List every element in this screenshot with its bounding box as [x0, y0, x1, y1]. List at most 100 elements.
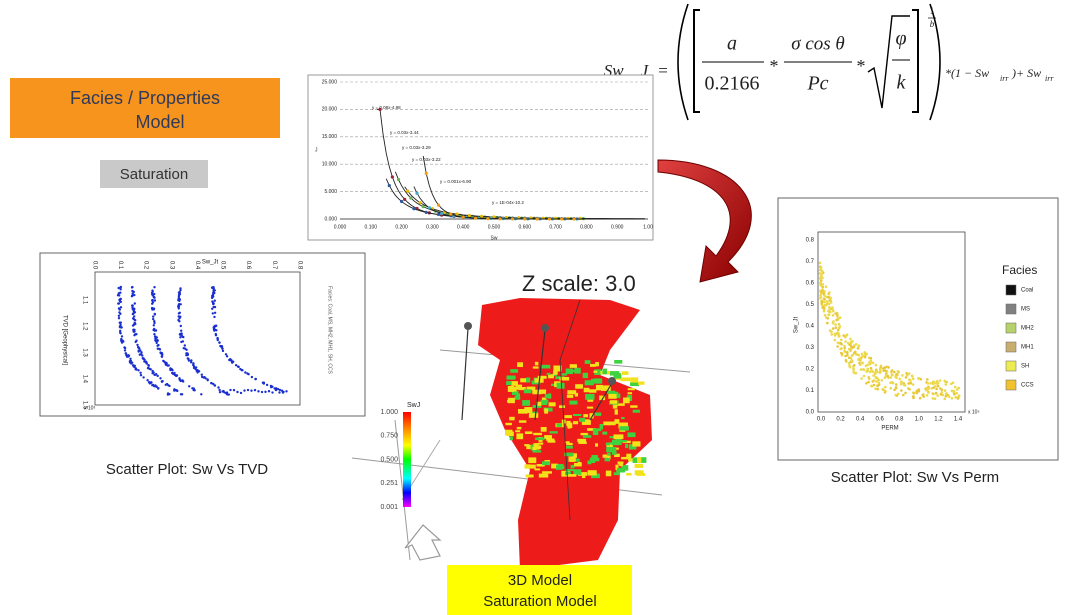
- model-cell: [569, 364, 577, 368]
- model-cell: [523, 389, 532, 394]
- model-cell: [618, 422, 629, 429]
- scatter-dot: [842, 334, 845, 337]
- model-cell: [573, 421, 579, 425]
- colorbar-label: 0.251: [380, 480, 398, 487]
- x-tick-label: 0.4: [194, 261, 200, 270]
- scatter-dot: [196, 371, 199, 374]
- model-cell: [612, 441, 622, 446]
- scatter-dot: [862, 368, 866, 372]
- scatter-dot: [225, 391, 229, 394]
- scatter-dot: [944, 395, 948, 398]
- model-cell: [518, 410, 528, 414]
- sample-point: [421, 205, 425, 209]
- scatter-dot: [213, 315, 216, 319]
- scatter-dot: [192, 366, 196, 370]
- scatter-dot: [117, 307, 121, 310]
- axis-scale: x 10⁵: [968, 409, 980, 415]
- scatter-dot: [173, 371, 176, 375]
- scatter-dot: [218, 388, 221, 392]
- model-cell: [536, 464, 545, 467]
- scatter-dot: [955, 391, 958, 395]
- x-tick-label: 0.6: [245, 261, 251, 270]
- scatter-dot: [850, 354, 854, 357]
- model-cell: [632, 441, 641, 447]
- scatter-dot: [857, 358, 860, 362]
- paren: [677, 3, 689, 121]
- model-cell: [573, 469, 582, 475]
- scatter-dot: [871, 361, 875, 365]
- model-cell: [602, 368, 607, 375]
- scatter-dot: [863, 351, 867, 354]
- scatter-dot: [217, 386, 220, 389]
- scatter-dot: [154, 337, 157, 340]
- model-cell: [634, 470, 644, 476]
- model-cell: [556, 464, 562, 470]
- x-tick-label: 1.0: [915, 417, 924, 423]
- model-cell: [548, 402, 556, 407]
- model-cell: [614, 409, 618, 415]
- scatter-dot: [157, 387, 160, 390]
- scatter-dot: [153, 320, 156, 323]
- x-tick-label: 1.2: [934, 417, 943, 423]
- scatter-dot: [895, 372, 898, 376]
- colorbar-label: 0.500: [380, 456, 398, 463]
- scatter-dot: [820, 270, 824, 273]
- scatter-dot: [182, 335, 185, 339]
- scatter-dot: [938, 379, 942, 382]
- scatter-dot: [819, 274, 823, 278]
- well-trace: [534, 329, 546, 421]
- model-cell: [602, 431, 608, 435]
- model-cell: [547, 440, 556, 443]
- scatter-dot: [848, 365, 852, 369]
- model-cell: [587, 460, 592, 465]
- scatter-dot: [843, 349, 846, 353]
- model-cell: [585, 393, 595, 400]
- scatter-dot: [211, 293, 215, 296]
- scatter-dot: [240, 369, 243, 372]
- scatter-dot: [210, 381, 213, 385]
- scatter-dot: [152, 315, 155, 318]
- scatter-dot: [153, 299, 157, 302]
- flow-arrow: [657, 159, 752, 283]
- legend-label: CCS: [1021, 383, 1034, 389]
- scatter-dot: [214, 334, 218, 337]
- scatter-dot: [893, 388, 896, 392]
- model-cell: [627, 432, 636, 438]
- scatter-dot: [909, 381, 913, 385]
- scatter-dot: [950, 396, 954, 400]
- scatter-dot: [899, 382, 903, 386]
- scatter-dot: [116, 294, 120, 297]
- scatter-dot: [147, 364, 150, 367]
- sample-point: [396, 177, 401, 182]
- scatter-dot: [857, 353, 860, 357]
- scatter-dot: [828, 307, 832, 311]
- model-cell: [591, 378, 599, 382]
- scatter-dot: [852, 345, 855, 349]
- scatter-dot: [887, 366, 890, 369]
- scatter-dot: [849, 337, 852, 341]
- scatter-dot: [131, 324, 135, 327]
- scatter-dot: [859, 368, 863, 371]
- model-cell: [605, 470, 612, 477]
- model-cell: [582, 435, 592, 438]
- scatter-dot: [152, 371, 155, 374]
- scatter-dot: [896, 370, 900, 373]
- model-cell: [632, 409, 640, 413]
- model-cell: [526, 445, 532, 450]
- scatter-dot: [860, 377, 863, 380]
- scatter-dot: [878, 367, 882, 371]
- y-tick-label: 1.4: [81, 375, 87, 384]
- scatter-dot: [137, 369, 140, 372]
- scatter-dot: [125, 355, 129, 358]
- x-tick-label: 0.1: [117, 261, 123, 270]
- scatter-dot: [179, 315, 182, 318]
- scatter-dot: [820, 289, 824, 293]
- scatter-dot: [157, 343, 160, 347]
- scatter-dot: [153, 373, 156, 376]
- scatter-dot: [161, 353, 164, 356]
- x-tick-label: 0.400: [457, 224, 470, 230]
- model-cell: [607, 421, 616, 426]
- bracket: [912, 9, 919, 113]
- plot-area: [94, 271, 301, 406]
